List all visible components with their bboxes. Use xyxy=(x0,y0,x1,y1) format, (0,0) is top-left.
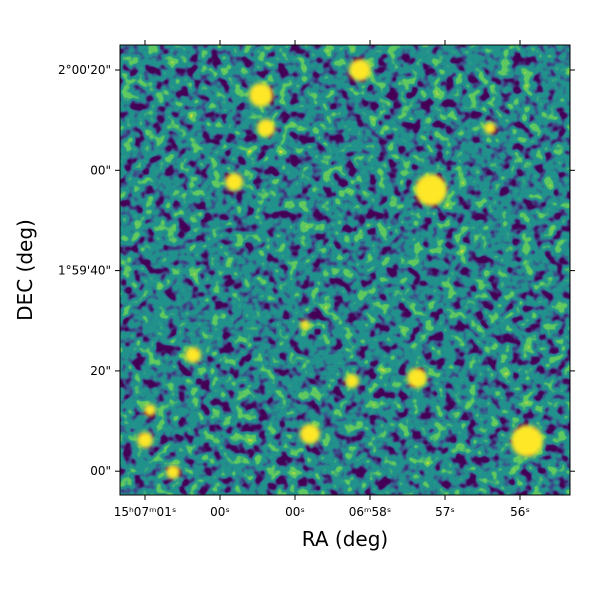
sources xyxy=(137,59,543,479)
x-tick-label: 15ʰ07ᵐ01ˢ xyxy=(114,505,177,519)
x-tick-label: 56ˢ xyxy=(510,505,530,519)
x-tick-label: 06ᵐ58ˢ xyxy=(349,505,392,519)
y-tick-label: 00" xyxy=(90,464,111,478)
frame xyxy=(119,44,571,496)
y-tick-label: 1°59'40" xyxy=(58,264,111,278)
x-tick-label: 57ˢ xyxy=(435,505,455,519)
y-tick-label: 2°00'20" xyxy=(58,63,111,77)
ticks: 15ʰ07ᵐ01ˢ 00ˢ 00ˢ 06ᵐ58ˢ 57ˢ 56ˢ 2°00'20" 00" 1°… xyxy=(58,40,575,519)
y-tick-label: 00" xyxy=(90,163,111,177)
y-axis-label: DEC (deg) xyxy=(13,219,37,321)
x-tick-label: 00ˢ xyxy=(210,505,230,519)
x-axis-label: RA (deg) xyxy=(302,527,388,551)
x-tick-label: 00ˢ xyxy=(285,505,305,519)
image xyxy=(120,45,570,495)
y-tick-label: 20" xyxy=(90,364,111,378)
